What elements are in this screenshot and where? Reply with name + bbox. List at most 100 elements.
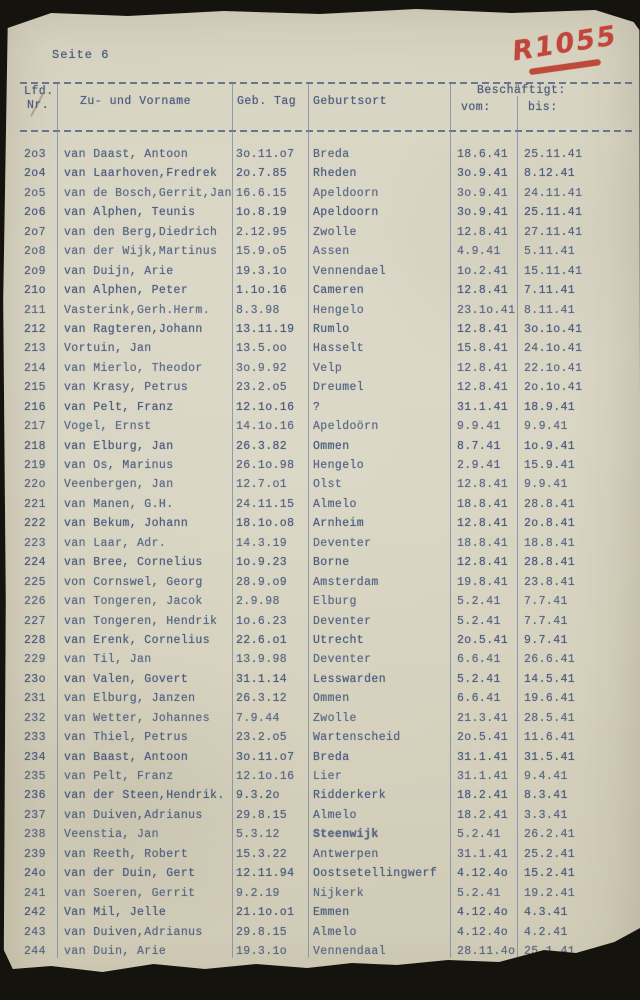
cell-bis: 24.11.41 [524,186,583,200]
cell-bis: 7.11.41 [524,284,576,298]
table-row: 218 van Elburg, Jan 26.3.82 Ommen 8.7.41… [3,438,640,457]
cell-geburtsort: Breda [313,148,350,161]
cell-vom: 21.3.41 [457,711,509,725]
table-row: 2o5 van de Bosch,Gerrit,Jan 16.6.15 Apel… [3,185,640,204]
cell-name: van Duiven,Adrianus [64,925,203,939]
cell-lfd-nr: 2o8 [24,245,46,259]
cell-name: van Duin, Arie [64,944,167,958]
cell-bis: 14.5.41 [524,672,576,686]
cell-bis: 8.3.41 [524,789,568,803]
cell-bis: 15.9.41 [524,459,576,472]
cell-lfd-nr: 244 [24,944,46,958]
table-row: 228 van Erenk, Cornelius 22.6.o1 Utrecht… [3,632,640,651]
cell-name: Van Mil, Jelle [64,906,167,920]
cell-geburtsort: Olst [313,478,343,492]
cell-lfd-nr: 2o5 [24,186,46,200]
cell-geb-tag: 3o.9.92 [236,361,288,375]
table-row: 213 Vortuin, Jan 13.5.oo Hasselt 15.8.41… [3,340,640,359]
cell-bis: 9.4.41 [524,770,568,783]
cell-geb-tag: 24.11.15 [236,497,295,511]
cell-geb-tag: 13.11.19 [236,322,295,336]
cell-geburtsort: Ommen [313,692,350,706]
cell-vom: 12.8.41 [457,284,509,298]
cell-geb-tag: 2o.7.85 [236,167,288,181]
cell-bis: 4.3.41 [524,906,568,920]
cell-lfd-nr: 233 [24,731,46,745]
cell-lfd-nr: 234 [24,750,46,764]
cell-geburtsort: Elburg [313,595,357,609]
cell-geb-tag: 3o.11.o7 [236,148,295,161]
cell-lfd-nr: 236 [24,789,46,803]
cell-name: van der Steen,Hendrik. [64,789,225,803]
cell-geburtsort: Apeldoörn [313,420,379,434]
table-row: 238 Veenstia, Jan 5.3.12 Steenwijk 5.2.4… [3,826,640,845]
cell-bis: 28.8.41 [524,556,576,570]
table-row: 2o6 van Alphen, Teunis 1o.8.19 Apeldoorn… [3,204,640,223]
table-row: 234 van Baast, Antoon 3o.11.o7 Breda 31.… [3,749,640,768]
cell-name: von Cornswel, Georg [64,575,203,589]
cell-name: van Tongeren, Jacok [64,595,203,609]
cell-bis: 9.9.41 [524,478,568,492]
cell-bis: 24.1o.41 [524,342,583,356]
cell-bis: 9.7.41 [524,633,568,647]
cell-geburtsort: Lier [313,770,343,783]
cell-bis: 3.3.41 [524,808,568,822]
table-row: 229 van Til, Jan 13.9.98 Deventer 6.6.41… [3,651,640,670]
cell-name: Vogel, Ernst [64,420,152,434]
cell-bis: 28.5.41 [524,711,576,725]
cell-geburtsort: Almelo [313,925,357,939]
cell-vom: 28.11.4o [457,944,516,958]
cell-geb-tag: 19.3.1o [236,264,288,278]
table-row: 232 van Wetter, Johannes 7.9.44 Zwolle 2… [3,710,640,729]
cell-geburtsort: Vennendaal [313,944,387,958]
cell-name: Veenbergen, Jan [64,478,174,492]
cell-name: van Duiven,Adrianus [64,808,203,822]
cell-bis: 23.8.41 [524,575,576,589]
cell-vom: 3o.9.41 [457,167,509,181]
table-row: 237 van Duiven,Adrianus 29.8.15 Almelo 1… [3,807,640,826]
cell-name: van Bekum, Johann [64,517,189,531]
cell-vom: 5.2.41 [457,672,501,686]
table-row: 22o Veenbergen, Jan 12.7.o1 Olst 12.8.41… [3,476,640,495]
cell-vom: 5.2.41 [457,886,501,900]
cell-geb-tag: 13.5.oo [236,342,288,356]
table-row: 212 van Ragteren,Johann 13.11.19 Rumlo 1… [3,321,640,340]
table-row: 236 van der Steen,Hendrik. 9.3.2o Ridder… [3,787,640,806]
cell-name: van Manen, G.H. [64,497,174,511]
cell-lfd-nr: 213 [24,342,46,356]
cell-bis: 31.5.41 [524,750,576,764]
cell-bis: 9.9.41 [524,420,568,434]
table-row: 223 van Laar, Adr. 14.3.19 Deventer 18.8… [3,535,640,554]
cell-vom: 12.8.41 [457,517,509,531]
cell-vom: 9.9.41 [457,420,501,434]
header-geb-tag: Geb. Tag [237,95,297,108]
cell-name: van Os, Marinus [64,459,174,472]
cell-lfd-nr: 2o7 [24,225,46,239]
cell-lfd-nr: 229 [24,653,46,667]
cell-geb-tag: 26.1o.98 [236,459,295,472]
table-row: 219 van Os, Marinus 26.1o.98 Hengelo 2.9… [3,457,640,476]
cell-lfd-nr: 223 [24,536,46,550]
cell-geburtsort: Dreumel [313,381,365,395]
cell-vom: 18.6.41 [457,148,509,161]
table-top-rule [20,82,632,84]
cell-geb-tag: 5.3.12 [236,828,280,842]
cell-name: van Thiel, Petrus [64,731,189,745]
table-row: 21o van Alphen, Peter 1.1o.16 Cameren 12… [3,282,640,301]
table-row: 225 von Cornswel, Georg 28.9.o9 Amsterda… [3,574,640,593]
column-divider-nr [57,83,58,958]
cell-bis: 19.2.41 [524,886,576,900]
cell-vom: 3o.9.41 [457,206,509,220]
cell-name: van Baast, Antoon [64,750,189,764]
cell-lfd-nr: 237 [24,808,46,822]
cell-name: van der Duin, Gert [64,867,196,881]
cell-lfd-nr: 226 [24,595,46,609]
cell-geburtsort: Zwolle [313,225,357,239]
table-row: 2o8 van der Wijk,Martinus 15.9.o5 Assen … [3,243,640,262]
cell-geburtsort: Hengelo [313,303,365,317]
cell-vom: 15.8.41 [457,342,509,356]
cell-name: van der Wijk,Martinus [64,245,218,259]
cell-vom: 8.7.41 [457,439,501,453]
cell-vom: 4.12.4o [457,925,509,939]
table-row: 242 Van Mil, Jelle 21.1o.o1 Emmen 4.12.4… [3,904,640,923]
